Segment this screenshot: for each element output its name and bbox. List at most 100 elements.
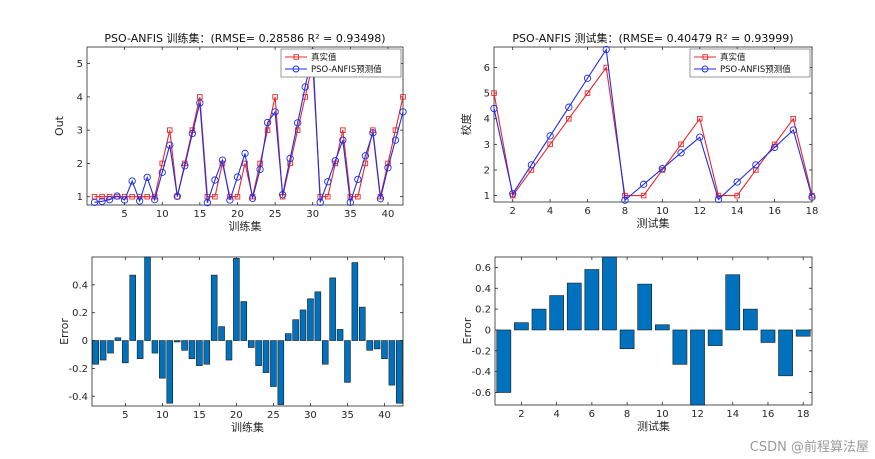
x-tick-label: 10 <box>656 409 669 420</box>
y-axis-label: 校度 <box>459 114 473 136</box>
legend-marker-square <box>702 54 709 60</box>
predicted-point <box>621 196 629 204</box>
actual-point <box>790 115 797 122</box>
error-bar <box>584 269 600 331</box>
predicted-point <box>294 119 302 127</box>
error-bar <box>292 319 299 341</box>
x-tick-label: 18 <box>797 409 810 420</box>
error-bar <box>181 340 188 351</box>
error-bar <box>92 340 99 365</box>
legend-label: PSO-ANFIS预测值 <box>720 64 791 75</box>
y-tick-label: 6 <box>484 63 490 74</box>
predicted-point <box>733 178 741 186</box>
predicted-point <box>324 178 332 186</box>
legend-marker-square <box>293 54 300 60</box>
error-bar <box>690 329 705 406</box>
error-bar <box>233 258 240 341</box>
error-bar <box>549 295 564 331</box>
y-tick-label: 0.6 <box>475 263 491 274</box>
predicted-point <box>188 129 196 138</box>
x-tick-label: 2 <box>510 206 516 217</box>
error-bar <box>203 340 211 365</box>
predicted-point <box>376 195 385 203</box>
x-tick-label: 10 <box>656 206 669 217</box>
error-bar <box>173 340 181 343</box>
error-bar <box>314 291 322 341</box>
x-tick-label: 14 <box>731 206 744 217</box>
x-tick-label: 35 <box>344 209 357 220</box>
predicted-point <box>271 108 279 116</box>
error-bar <box>795 329 811 337</box>
x-tick-label: 15 <box>193 209 206 220</box>
legend-box <box>689 48 811 78</box>
error-bar <box>336 329 344 341</box>
predicted-point <box>278 191 287 199</box>
legend-label: PSO-ANFIS预测值 <box>311 64 382 75</box>
y-tick-label: -0.2 <box>68 364 88 375</box>
actual-point <box>566 115 572 122</box>
legend-label: 真实值 <box>311 52 337 63</box>
predicted-point <box>196 99 204 107</box>
y-tick-label: 2 <box>484 165 490 176</box>
y-tick-label: 0.4 <box>475 284 491 295</box>
y-tick-label: 3 <box>484 140 490 151</box>
y-tick-label: 5 <box>77 59 83 70</box>
x-tick-label: 10 <box>156 410 169 421</box>
error-bar <box>344 340 351 383</box>
predicted-point <box>527 161 536 169</box>
x-tick-label: 20 <box>230 410 243 421</box>
predicted-point <box>211 176 219 184</box>
y-axis-label: Out <box>53 115 66 136</box>
predicted-point <box>339 136 347 144</box>
error-bar <box>381 340 388 359</box>
predicted-point <box>136 197 144 205</box>
actual-point <box>640 192 647 199</box>
predicted-point <box>128 177 136 185</box>
x-tick-label: 10 <box>156 209 169 220</box>
y-tick-label: 1 <box>77 192 83 203</box>
y-tick-label: 4 <box>77 92 83 103</box>
error-bar <box>388 340 396 386</box>
error-bar <box>299 309 307 341</box>
legend-box <box>280 48 402 78</box>
error-bar <box>144 256 151 341</box>
y-axis-label: Error <box>461 317 474 344</box>
error-bar <box>619 329 635 350</box>
predicted-point <box>90 198 99 206</box>
actual-point <box>678 141 684 148</box>
y-tick-label: -0.6 <box>471 388 491 399</box>
x-tick-label: 6 <box>584 206 590 217</box>
error-bar <box>307 298 314 341</box>
legend-marker-circle <box>292 65 300 73</box>
series-line-actual <box>94 63 404 198</box>
x-tick-label: 25 <box>269 209 282 220</box>
error-bar <box>151 340 159 354</box>
error-bar <box>284 333 292 341</box>
x-tick-label: 4 <box>553 409 559 420</box>
predicted-point <box>143 173 151 182</box>
error-bar <box>321 340 329 365</box>
actual-point <box>294 127 301 133</box>
predicted-point <box>565 103 573 111</box>
error-bar <box>255 340 262 366</box>
error-bar <box>129 274 136 341</box>
error-bar <box>778 329 793 377</box>
predicted-point <box>346 198 354 206</box>
train-error: 5 10 15 20 25 30 35 40 -0.4 -0.2 0 0.2 0.4 训练集 Error <box>58 256 404 434</box>
x-tick-label: 16 <box>762 409 775 420</box>
actual-point <box>584 90 591 96</box>
predicted-point <box>181 162 189 170</box>
error-bar <box>654 324 670 331</box>
x-tick-label: 6 <box>589 409 595 420</box>
x-tick-label: 5 <box>121 209 127 220</box>
x-tick-label: 18 <box>806 206 819 217</box>
predicted-point <box>241 149 249 158</box>
y-tick-label: 2 <box>77 159 83 170</box>
actual-point <box>197 94 203 100</box>
error-bar <box>188 340 196 359</box>
error-bar <box>277 340 285 405</box>
error-bar <box>99 340 107 361</box>
y-tick-label: 0.4 <box>72 280 88 291</box>
x-tick-label: 15 <box>193 410 206 421</box>
